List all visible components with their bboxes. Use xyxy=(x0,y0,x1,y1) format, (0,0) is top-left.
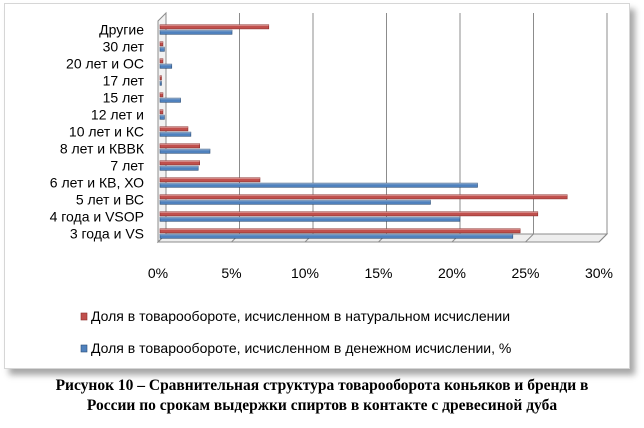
y-tick-label: Другие xyxy=(99,22,144,38)
bar-highlight xyxy=(160,177,260,179)
legend: Доля в товарообороте, исчисленном в нату… xyxy=(80,308,511,356)
caption-line-1: Рисунок 10 – Сравнительная структура тов… xyxy=(55,377,589,394)
grid-floor-line xyxy=(598,233,608,243)
bar-monetary xyxy=(159,46,165,52)
x-tick-label: 15% xyxy=(364,265,392,281)
bar-natural xyxy=(159,92,164,98)
bar-highlight xyxy=(160,64,172,66)
bar-highlight xyxy=(160,75,162,77)
bar-monetary xyxy=(159,199,431,205)
bar-highlight xyxy=(160,92,163,94)
y-tick-label: 7 лет xyxy=(110,158,144,174)
caption-line-2: России по срокам выдержки спиртов в конт… xyxy=(86,397,558,414)
bar-natural xyxy=(159,24,270,30)
legend-label: Доля в товарообороте, исчисленном в нату… xyxy=(91,308,510,324)
bar-natural xyxy=(159,228,521,234)
bar-natural xyxy=(159,75,162,81)
bar-highlight xyxy=(160,109,163,111)
bar-monetary xyxy=(159,114,165,120)
bar-monetary xyxy=(159,29,233,35)
bar-monetary xyxy=(159,165,199,171)
bar-highlight xyxy=(160,81,162,83)
bar-monetary xyxy=(159,233,514,239)
x-tick-label: 25% xyxy=(511,265,539,281)
bar-highlight xyxy=(160,143,200,145)
bar-monetary xyxy=(159,131,192,137)
bar-natural xyxy=(159,143,200,149)
bar-highlight xyxy=(160,217,460,219)
x-tick-label: 10% xyxy=(291,265,319,281)
bar-monetary xyxy=(159,148,211,154)
bar-highlight xyxy=(160,115,165,117)
y-tick-label: 4 года и VSOP xyxy=(50,209,144,225)
bar-monetary xyxy=(159,216,461,222)
bar-natural xyxy=(159,58,164,64)
y-tick-label: 30 лет xyxy=(103,39,145,55)
bar-natural xyxy=(159,194,568,200)
y-tick-label: 12 лет и xyxy=(91,107,144,123)
y-tick-label: 17 лет xyxy=(103,73,145,89)
bar-monetary xyxy=(159,80,162,86)
y-tick-label: 15 лет xyxy=(103,90,145,106)
chart-frame: 0% 5% 10% 15% 20% 25% 30% 3 года и VS 4 года и V… xyxy=(4,3,630,369)
bar-highlight xyxy=(160,234,513,236)
bar-chart: 0% 5% 10% 15% 20% 25% 30% 3 года и VS4 года и V… xyxy=(50,11,613,356)
bar-monetary xyxy=(159,182,478,188)
grid-layer xyxy=(156,11,609,244)
bar-highlight xyxy=(160,211,538,213)
bar-monetary xyxy=(159,63,173,69)
y-tick-label: 10 лет и КС xyxy=(69,124,144,140)
bar-highlight xyxy=(160,183,478,185)
y-tick-label: 5 лет и ВС xyxy=(76,192,144,208)
bar-highlight xyxy=(160,98,181,100)
y-tick-label: 3 года и VS xyxy=(70,226,144,242)
legend-label: Доля в товарообороте, исчисленном в дене… xyxy=(91,340,511,356)
bar-natural xyxy=(159,177,261,183)
bar-highlight xyxy=(160,228,521,230)
x-tick-label: 5% xyxy=(221,265,241,281)
bar-natural xyxy=(159,160,200,166)
y-tick-label: 8 лет и КВВК xyxy=(60,141,145,157)
x-tick-label: 30% xyxy=(585,265,613,281)
bar-natural xyxy=(159,211,539,217)
grid-floor-line xyxy=(525,233,534,243)
bar-highlight xyxy=(160,58,163,60)
bar-monetary xyxy=(159,97,181,103)
y-tick-label: 20 лет и ОС xyxy=(66,56,144,72)
bar-natural xyxy=(159,41,164,47)
bar-highlight xyxy=(160,166,199,168)
figure-caption: Рисунок 10 – Сравнительная структура тов… xyxy=(0,376,644,416)
bar-natural xyxy=(159,109,164,115)
legend-swatch xyxy=(80,312,88,321)
bar-natural xyxy=(159,126,189,132)
bar-highlight xyxy=(160,30,233,32)
x-tick-label: 20% xyxy=(438,265,466,281)
bar-highlight xyxy=(160,200,431,202)
bar-highlight xyxy=(160,149,210,151)
bar-highlight xyxy=(160,160,200,162)
legend-swatch xyxy=(80,344,88,353)
bar-highlight xyxy=(160,47,165,49)
bar-highlight xyxy=(160,126,188,128)
bar-highlight xyxy=(160,24,269,26)
x-tick-label: 0% xyxy=(148,265,168,281)
bars-layer xyxy=(159,24,568,239)
bar-highlight xyxy=(160,194,568,196)
axis-layer: 0% 5% 10% 15% 20% 25% 30% 3 года и VS4 года и V… xyxy=(50,22,613,282)
bar-highlight xyxy=(160,132,191,134)
bar-highlight xyxy=(160,41,163,43)
y-tick-label: 6 лет и КВ, ХО xyxy=(50,175,144,191)
